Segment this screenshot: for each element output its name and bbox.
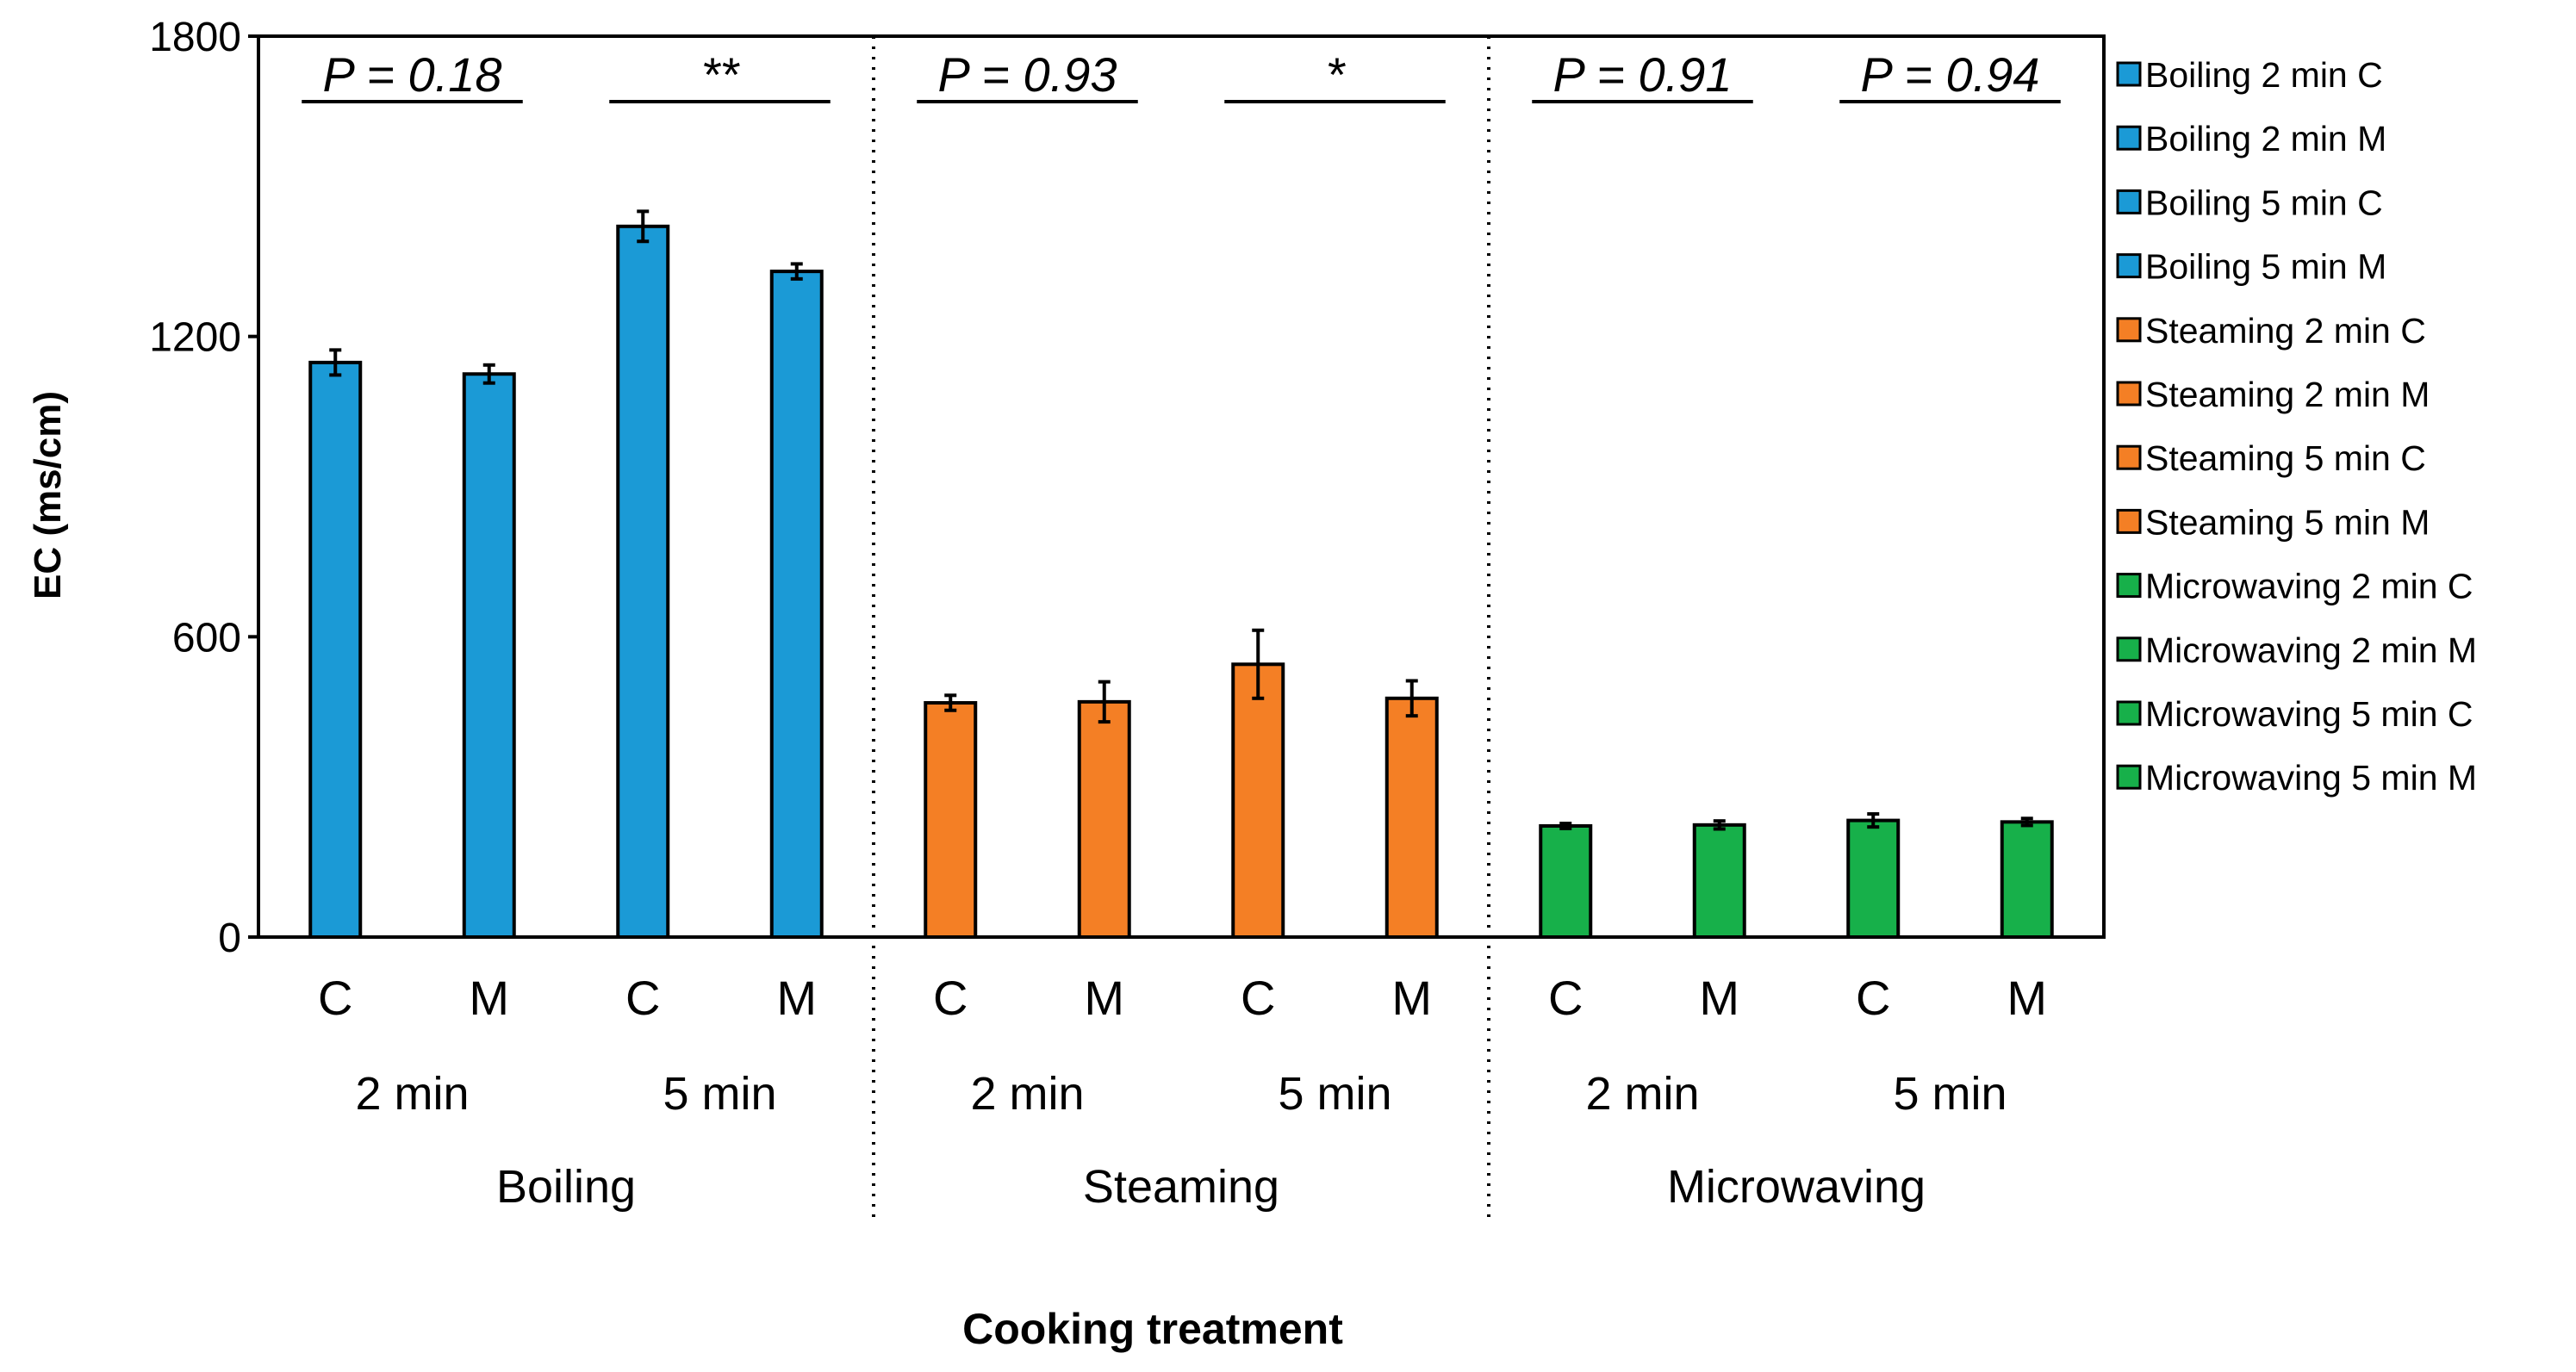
duration-label-microwaving-2-min: 2 min	[1585, 1068, 1699, 1120]
x-tick-label-steaming-5-min-c: C	[1241, 971, 1275, 1025]
group-separators	[872, 36, 1490, 1217]
annotation-steaming-2-min-label: P = 0.93	[937, 47, 1117, 102]
plot-border	[257, 34, 2106, 939]
legend-boiling-5-min-m-label: Boiling 5 min M	[2145, 247, 2386, 287]
bar-steaming-5-min-m	[1384, 696, 1439, 939]
duration-label-steaming-5-min: 5 min	[1278, 1068, 1391, 1120]
bar-steaming-5-min-c	[1231, 662, 1285, 939]
legend-boiling-2-min-m-swatch	[2116, 125, 2142, 151]
x-tick-label-steaming-2-min-m: M	[1084, 971, 1124, 1025]
annotation-microwaving-5-min-label: P = 0.94	[1860, 47, 2039, 102]
legend-steaming-5-min-c-swatch	[2116, 444, 2142, 470]
bar-microwaving-5-min-c	[1846, 818, 1901, 940]
bar-boiling-2-min-c	[308, 360, 363, 939]
legend-microwaving-5-min-c-swatch	[2116, 700, 2142, 726]
legend-steaming-2-min-m-label: Steaming 2 min M	[2145, 375, 2430, 414]
bar-boiling-2-min-m	[462, 372, 516, 939]
error-bars-layer	[329, 209, 2033, 831]
legend-microwaving-5-min-c-label: Microwaving 5 min C	[2145, 694, 2473, 734]
y-axis: 0 600 1200 1800	[149, 15, 258, 961]
annotation-steaming-5-min-label: *	[1326, 47, 1347, 102]
bar-microwaving-2-min-m	[1692, 823, 1746, 939]
bar-boiling-5-min-m	[769, 270, 824, 940]
x-tick-label-boiling-5-min-c: C	[625, 971, 660, 1025]
legend-steaming-5-min-m-label: Steaming 5 min M	[2145, 502, 2430, 542]
method-label-microwaving: Microwaving	[1667, 1161, 1926, 1213]
legend-microwaving-5-min-m-label: Microwaving 5 min M	[2145, 758, 2477, 798]
annotations-layer: P = 0.18 ** P = 0.93 * P = 0.91 P = 0.94	[302, 47, 2061, 103]
legend-microwaving-5-min-m-swatch	[2116, 764, 2142, 790]
y-tick-label-1800: 1800	[149, 15, 241, 60]
x-axis-title: Cooking treatment	[962, 1305, 1343, 1353]
legend-boiling-2-min-c-label: Boiling 2 min C	[2145, 55, 2383, 95]
method-label-boiling: Boiling	[496, 1161, 636, 1213]
duration-label-microwaving-5-min: 5 min	[1893, 1068, 2007, 1120]
legend-steaming-2-min-c-label: Steaming 2 min C	[2145, 311, 2426, 351]
legend-boiling-5-min-c-label: Boiling 5 min C	[2145, 183, 2383, 222]
legend-boiling-2-min-c-swatch	[2116, 61, 2142, 87]
x-tick-label-microwaving-5-min-m: M	[2007, 971, 2047, 1025]
legend-microwaving-2-min-m-swatch	[2116, 636, 2142, 662]
x-tick-label-microwaving-2-min-c: C	[1548, 971, 1583, 1025]
annotation-boiling-5-min-label: **	[701, 47, 741, 102]
bars-layer	[308, 224, 2054, 940]
legend-boiling-2-min-m-label: Boiling 2 min M	[2145, 119, 2386, 158]
x-tick-label-boiling-5-min-m: M	[776, 971, 817, 1025]
annotation-microwaving-2-min-label: P = 0.91	[1552, 47, 1732, 102]
x-tick-label-steaming-5-min-m: M	[1391, 971, 1432, 1025]
bar-microwaving-5-min-m	[2000, 820, 2054, 939]
y-tick-label-1200: 1200	[149, 315, 241, 361]
plot-frame	[257, 34, 2106, 939]
legend-boiling-5-min-c-swatch	[2116, 189, 2142, 214]
x-tick-label-boiling-2-min-m: M	[469, 971, 509, 1025]
duration-label-boiling-2-min: 2 min	[355, 1068, 469, 1120]
legend-microwaving-2-min-m-label: Microwaving 2 min M	[2145, 630, 2477, 670]
bar-microwaving-2-min-c	[1539, 823, 1593, 940]
legend-steaming-2-min-m-swatch	[2116, 381, 2142, 407]
legend: Boiling 2 min C Boiling 2 min M Boiling 5 …	[2116, 55, 2477, 798]
x-tick-label-microwaving-2-min-m: M	[1699, 971, 1739, 1025]
bar-boiling-5-min-c	[616, 224, 670, 940]
x-tick-label-steaming-2-min-c: C	[933, 971, 968, 1025]
annotation-boiling-2-min-label: P = 0.18	[322, 47, 501, 102]
y-tick-label-600: 600	[172, 615, 241, 661]
bar-steaming-2-min-m	[1077, 699, 1131, 940]
legend-steaming-5-min-m-swatch	[2116, 508, 2142, 534]
x-tick-label-boiling-2-min-c: C	[318, 971, 352, 1025]
duration-label-boiling-5-min: 5 min	[663, 1068, 776, 1120]
x-tick-label-microwaving-5-min-c: C	[1856, 971, 1890, 1025]
method-label-steaming: Steaming	[1083, 1161, 1279, 1213]
y-tick-label-0: 0	[218, 916, 241, 961]
y-axis-title: EC (ms/cm)	[27, 391, 69, 599]
bar-steaming-2-min-c	[924, 701, 978, 939]
legend-microwaving-2-min-c-label: Microwaving 2 min C	[2145, 567, 2473, 606]
legend-boiling-5-min-m-swatch	[2116, 253, 2142, 279]
legend-steaming-5-min-c-label: Steaming 5 min C	[2145, 438, 2426, 478]
legend-microwaving-2-min-c-swatch	[2116, 573, 2142, 599]
legend-steaming-2-min-c-swatch	[2116, 317, 2142, 343]
duration-label-steaming-2-min: 2 min	[970, 1068, 1084, 1120]
